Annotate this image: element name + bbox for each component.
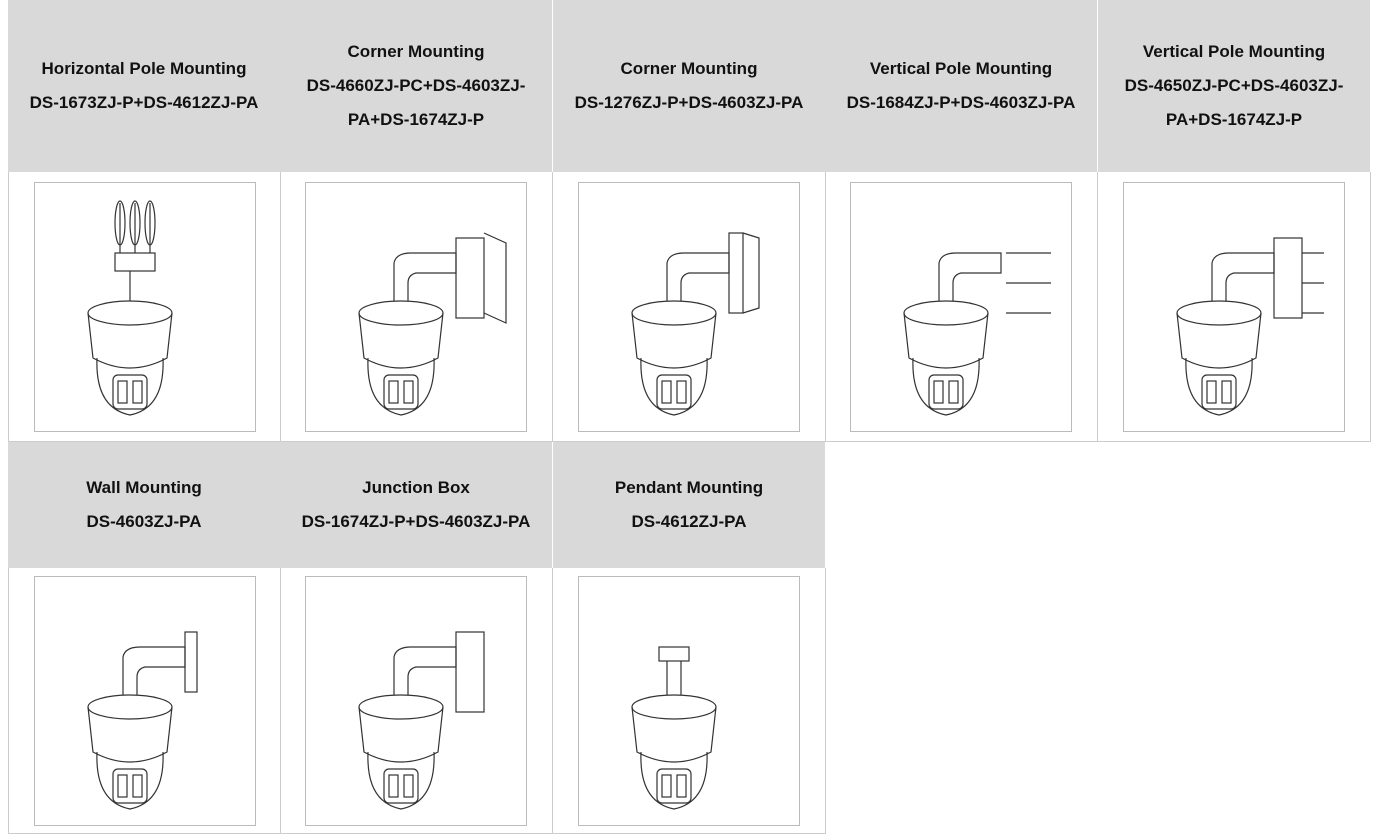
mount-image-cell <box>553 568 826 834</box>
mount-model: DS-1674ZJ-P+DS-4603ZJ-PA <box>301 512 531 531</box>
image-frame <box>578 575 800 826</box>
image-frame <box>850 181 1072 432</box>
mount-image-cell <box>280 172 553 442</box>
image-frame <box>305 181 527 432</box>
image-frame <box>33 181 256 432</box>
mount-model: DS-4603ZJ-PA <box>86 512 202 531</box>
mount-image-cell <box>280 568 553 834</box>
mount-name: Horizontal Pole Mounting <box>41 59 247 78</box>
camera-drawing <box>86 630 198 810</box>
mount-model: DS-1684ZJ-P+DS-4603ZJ-PA <box>846 93 1076 112</box>
mount-name: Junction Box <box>362 478 470 497</box>
mount-model: DS-4660ZJ-PC+DS-4603ZJ-PA+DS-1674ZJ-P <box>306 76 526 129</box>
mount-header: Corner Mounting DS-4660ZJ-PC+DS-4603ZJ-PA… <box>280 0 553 172</box>
mount-image-cell <box>825 172 1098 442</box>
mount-header: Corner Mounting DS-1276ZJ-P+DS-4603ZJ-PA <box>553 0 826 172</box>
mount-image-cell <box>1098 172 1371 442</box>
camera-drawing <box>631 645 717 810</box>
camera-drawing <box>358 231 507 416</box>
mount-name: Corner Mounting <box>620 59 758 78</box>
mount-header: Pendant Mounting DS-4612ZJ-PA <box>553 442 826 568</box>
mount-header: Junction Box DS-1674ZJ-P+DS-4603ZJ-PA <box>280 442 553 568</box>
mount-header: Wall Mounting DS-4603ZJ-PA <box>8 442 281 568</box>
image-frame <box>1123 181 1345 432</box>
mount-name: Vertical Pole Mounting <box>869 59 1053 78</box>
mount-header: Vertical Pole Mounting DS-1684ZJ-P+DS-460… <box>825 0 1098 172</box>
image-frame <box>33 575 256 826</box>
mount-name: Pendant Mounting <box>614 478 764 497</box>
mount-header: Horizontal Pole Mounting DS-1673ZJ-P+DS-4… <box>8 0 281 172</box>
mount-name: Vertical Pole Mounting <box>1142 42 1326 61</box>
image-frame <box>578 181 800 432</box>
mount-image-cell <box>8 172 281 442</box>
image-frame <box>305 575 527 826</box>
mount-model: DS-1673ZJ-P+DS-4612ZJ-PA <box>29 93 259 112</box>
mount-model: DS-1276ZJ-P+DS-4603ZJ-PA <box>574 93 804 112</box>
mount-model: DS-4650ZJ-PC+DS-4603ZJ-PA+DS-1674ZJ-P <box>1124 76 1344 129</box>
mount-image-cell <box>553 172 826 442</box>
mount-image-cell <box>8 568 281 834</box>
mount-name: Corner Mounting <box>347 42 485 61</box>
camera-drawing <box>358 630 485 810</box>
camera-drawing <box>1176 236 1324 416</box>
mount-name: Wall Mounting <box>86 478 202 497</box>
camera-drawing <box>86 199 173 416</box>
mount-model: DS-4612ZJ-PA <box>631 512 747 531</box>
camera-drawing <box>631 231 760 416</box>
mount-header: Vertical Pole Mounting DS-4650ZJ-PC+DS-46… <box>1098 0 1371 172</box>
camera-drawing <box>903 251 1051 416</box>
